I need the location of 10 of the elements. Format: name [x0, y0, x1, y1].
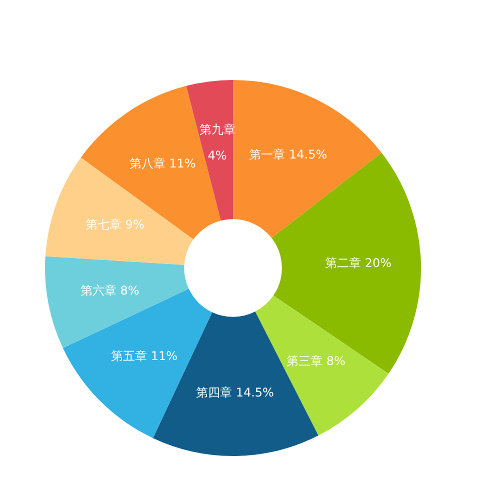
slice-label: 第六章 8%	[80, 284, 140, 298]
slice-label: 第四章 14.5%	[196, 386, 274, 400]
slice-label: 第三章 8%	[286, 354, 346, 368]
slice-label: 第二章 20%	[325, 256, 392, 270]
slice-label: 第一章 14.5%	[249, 148, 328, 162]
slice-label: 第五章 11%	[111, 348, 178, 363]
data-label: 4%	[208, 148, 227, 163]
slice-label: 第九章	[199, 122, 236, 137]
slice-label: 第七章 9%	[86, 218, 144, 232]
slice-label: 第八章 11%	[129, 156, 196, 170]
